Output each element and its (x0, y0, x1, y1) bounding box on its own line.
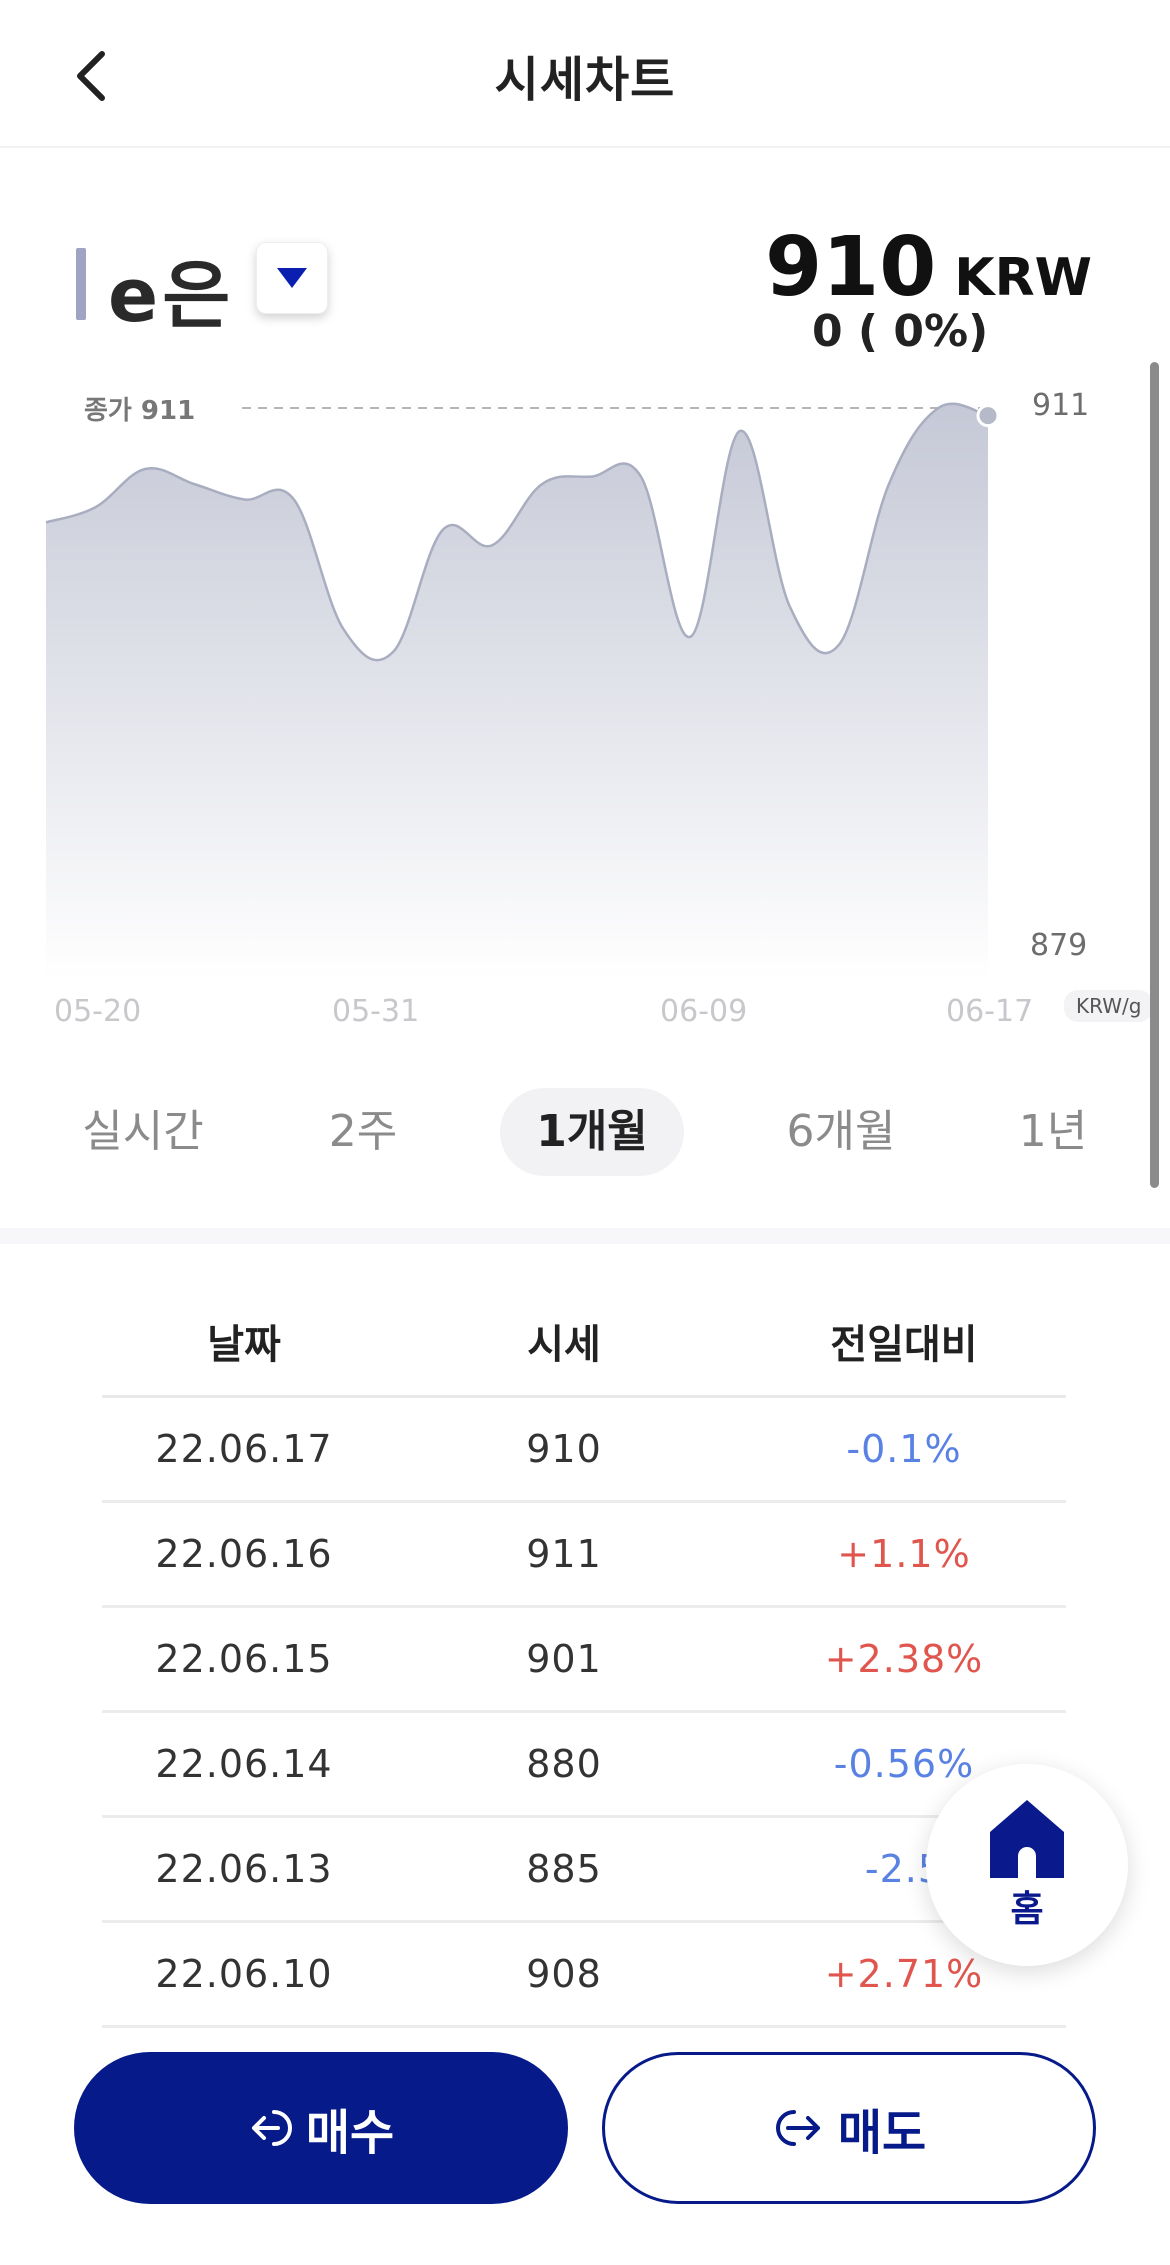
buy-button[interactable]: 매수 (74, 2052, 568, 2204)
current-price: 910 KRW (765, 220, 1092, 315)
login-arrow-icon (251, 2110, 292, 2146)
row-change: +2.38% (824, 1637, 984, 1681)
chart-point-05-20 (43, 519, 49, 525)
logout-arrow-icon (775, 2110, 820, 2146)
table-row: 22.06.16 911 +1.1% (102, 1503, 1066, 1608)
period-tabs: 실시간 2주 1개월 6개월 1년 (48, 1088, 1128, 1178)
asset-accent-bar (76, 248, 86, 320)
chart-point-06-17 (985, 413, 991, 419)
table-row: 22.06.10 908 +2.71% (102, 1923, 1066, 2028)
row-change: -0.1% (846, 1427, 962, 1471)
price-value: 910 (765, 220, 937, 315)
home-label: 홈 (1010, 1889, 1044, 1930)
price-history-table: 날짜 시세 전일대비 22.06.17 910 -0.1% 22.06.16 9… (102, 1300, 1066, 2028)
table-row: 22.06.15 901 +2.38% (102, 1608, 1066, 1713)
table-row: 22.06.13 885 -2.5 (102, 1818, 1066, 1923)
column-header-date: 날짜 (207, 1322, 281, 1368)
chart-point-06-10 (737, 428, 743, 434)
sell-button[interactable]: 매도 (602, 2052, 1096, 2204)
chart-point-06-14 (836, 641, 842, 647)
caret-down-icon (277, 268, 307, 288)
chart-point-06-07 (588, 474, 594, 480)
chart-area (46, 403, 988, 980)
table-row: 22.06.14 880 -0.56% (102, 1713, 1066, 1818)
row-price: 911 (526, 1532, 602, 1576)
chart-point-05-26 (241, 497, 247, 503)
price-chart (0, 380, 1170, 1040)
table-row: 22.06.17 910 -0.1% (102, 1398, 1066, 1503)
row-price: 880 (526, 1742, 602, 1786)
home-icon (990, 1800, 1064, 1878)
price-change: 0 ( 0%) (812, 306, 989, 357)
chart-point-06-15 (886, 481, 892, 487)
x-tick-label: 06-09 (660, 994, 748, 1029)
chart-point-06-03 (489, 542, 495, 548)
chart-point-05-25 (192, 481, 198, 487)
tab-1month[interactable]: 1개월 (500, 1088, 684, 1176)
chart-point-06-06 (539, 481, 545, 487)
close-price-label: 종가 911 (84, 396, 196, 426)
chart-canvas (43, 402, 1000, 980)
chart-point-05-31 (390, 649, 396, 655)
x-tick-label: 06-17 (946, 994, 1034, 1029)
back-button[interactable] (62, 42, 122, 110)
row-date: 22.06.15 (155, 1637, 333, 1681)
chevron-left-icon (77, 51, 105, 101)
y-min-label: 879 (1030, 928, 1088, 963)
row-date: 22.06.17 (155, 1427, 333, 1471)
page-title: 시세차트 (494, 52, 676, 108)
last-price-marker (976, 404, 1000, 428)
y-max-label: 911 (1032, 388, 1090, 423)
sell-label: 매도 (837, 2105, 927, 2161)
x-tick-label: 05-31 (332, 994, 420, 1029)
row-price: 908 (526, 1952, 602, 1996)
row-change: -0.56% (833, 1742, 975, 1786)
row-date: 22.06.14 (155, 1742, 333, 1786)
row-change: +1.1% (837, 1532, 971, 1576)
asset-name: e은 (108, 253, 235, 339)
tab-1year[interactable]: 1년 (1018, 1106, 1088, 1157)
chart-point-06-09 (688, 634, 694, 640)
tab-6months[interactable]: 6개월 (786, 1106, 896, 1157)
chart-point-06-13 (787, 603, 793, 609)
asset-dropdown-button[interactable] (256, 242, 328, 314)
row-price: 901 (526, 1637, 602, 1681)
home-button[interactable]: 홈 (926, 1764, 1128, 1966)
column-header-price: 시세 (527, 1322, 601, 1368)
unit-badge: KRW/g (1064, 990, 1154, 1022)
section-divider (0, 1228, 1170, 1244)
row-price: 885 (526, 1847, 602, 1891)
tab-realtime[interactable]: 실시간 (82, 1106, 204, 1157)
chart-point-06-16 (935, 405, 941, 411)
table-header: 날짜 시세 전일대비 (102, 1300, 1066, 1398)
tab-2weeks[interactable]: 2주 (328, 1106, 398, 1157)
price-unit: KRW (954, 248, 1092, 308)
scrollbar[interactable] (1150, 362, 1159, 1188)
row-price: 910 (526, 1427, 602, 1471)
chart-point-05-27 (291, 497, 297, 503)
x-tick-label: 05-20 (54, 994, 142, 1029)
row-date: 22.06.16 (155, 1532, 333, 1576)
row-date: 22.06.10 (155, 1952, 333, 1996)
row-date: 22.06.13 (155, 1847, 333, 1891)
chart-point-05-23 (93, 504, 99, 510)
chart-point-05-30 (340, 626, 346, 632)
chart-point-06-08 (638, 474, 644, 480)
chart-point-06-02 (440, 527, 446, 533)
header: 시세차트 (0, 0, 1170, 148)
buy-label: 매수 (305, 2105, 395, 2161)
chart-line (45, 402, 989, 662)
column-header-change: 전일대비 (830, 1322, 978, 1368)
chart-point-05-24 (142, 466, 148, 472)
row-change: +2.71% (824, 1952, 984, 1996)
